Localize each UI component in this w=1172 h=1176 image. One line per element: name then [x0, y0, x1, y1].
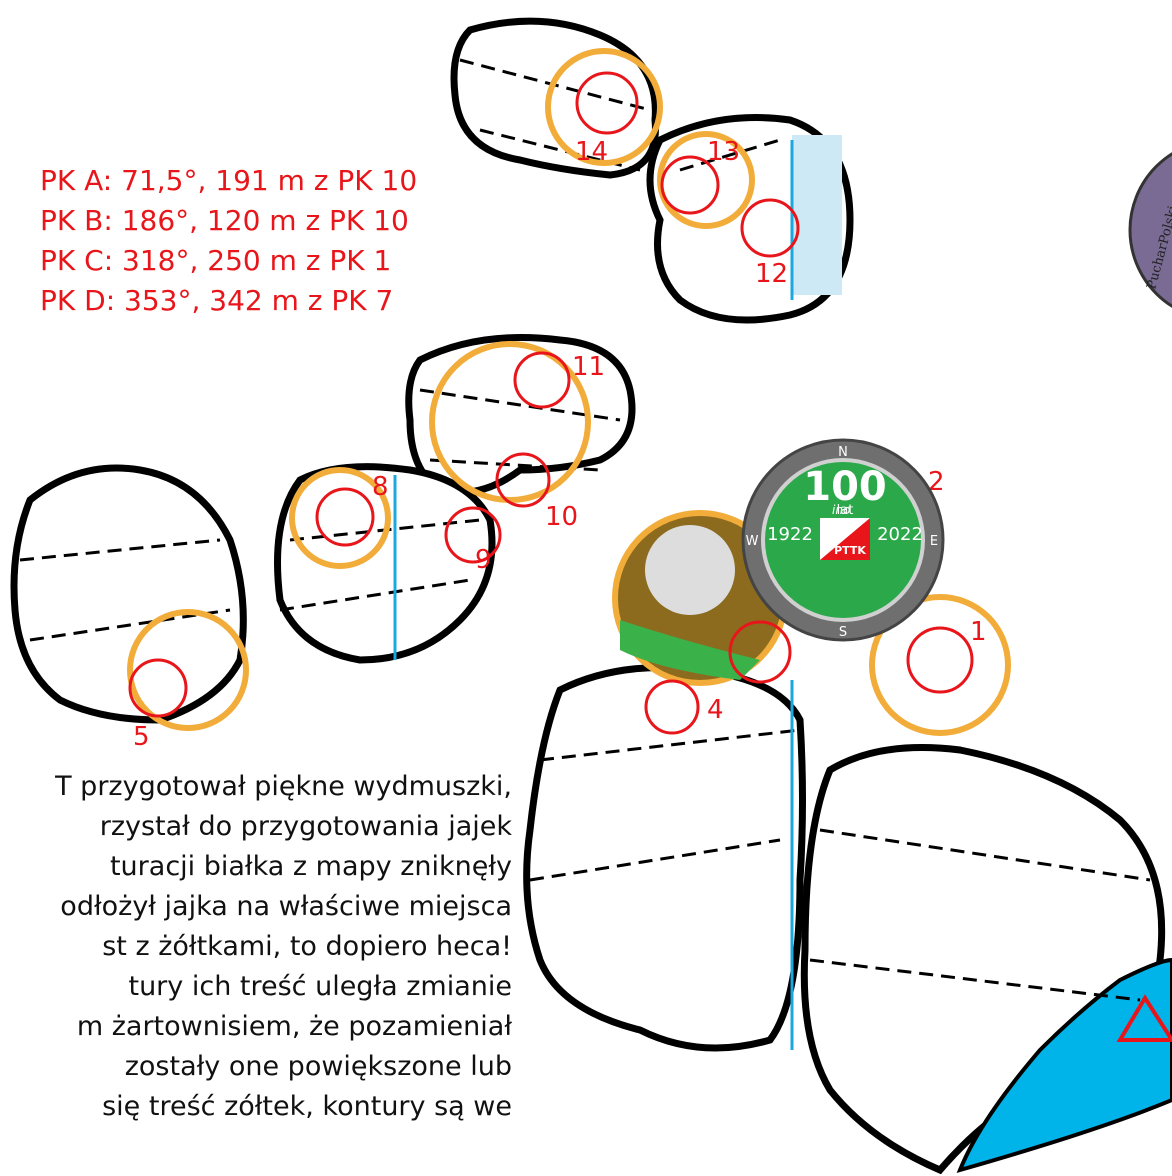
control-number: 10 [545, 502, 578, 532]
badge-year: 2022 [877, 524, 923, 545]
clue: PK C: 318°, 250 m z PK 1 [40, 244, 391, 277]
story-line: turacji białka z mapy zniknęły [110, 851, 512, 882]
story-line: się treść zółtek, kontury są we [102, 1091, 512, 1122]
badge-unit: lat [837, 503, 854, 518]
clue: PK A: 71,5°, 191 m z PK 10 [40, 164, 417, 197]
control-number: 5 [133, 722, 150, 752]
story-line: zostały one powiększone lub [125, 1051, 512, 1082]
story-line: odłożył jajka na właściwe miejsca [60, 891, 512, 922]
badge-org: PTTK [834, 544, 866, 557]
clue: PK B: 186°, 120 m z PK 10 [40, 204, 409, 237]
badge-west: W [746, 534, 759, 549]
side-badge: PucharPolski [1128, 152, 1172, 308]
control-numbers: 1 2 3 4 5 8 9 10 11 12 13 14 [133, 137, 987, 752]
badge-brand: ino [832, 503, 850, 517]
story-line: rzystał do przygotowania jajek [100, 811, 513, 842]
badge-north: N [838, 445, 848, 460]
control-number: 4 [707, 695, 724, 725]
clue: PK D: 353°, 342 m z PK 7 [40, 284, 393, 317]
story-line: tury ich treść uległa zmianie [128, 971, 512, 1002]
control-number: 8 [372, 472, 389, 502]
badge-east: E [930, 534, 938, 549]
control-number: 13 [707, 137, 740, 167]
map-fragments [10, 17, 1172, 1175]
badge-year: 1922 [767, 524, 813, 545]
badge-number: 100 [803, 464, 887, 510]
clues: PK A: 71,5°, 191 m z PK 10 PK B: 186°, 1… [40, 164, 417, 317]
story-line: st z żółtkami, to dopiero heca! [102, 931, 512, 962]
story-line: m żartownisiem, że pozamieniał [77, 1011, 512, 1042]
control-number: 1 [970, 617, 987, 647]
control-number: 11 [572, 352, 605, 382]
control-number: 9 [475, 545, 492, 575]
control-number: 12 [755, 259, 788, 289]
story-line: T przygotował piękne wydmuszki, [54, 771, 512, 802]
story: T przygotował piękne wydmuszki, rzystał … [54, 771, 512, 1122]
badge-south: S [839, 625, 847, 640]
water [792, 135, 842, 295]
badge: N S W E 100 lat 1922 2022 ino PTTK [741, 438, 945, 642]
control-number: 2 [928, 467, 945, 497]
control-number: 14 [575, 137, 608, 167]
